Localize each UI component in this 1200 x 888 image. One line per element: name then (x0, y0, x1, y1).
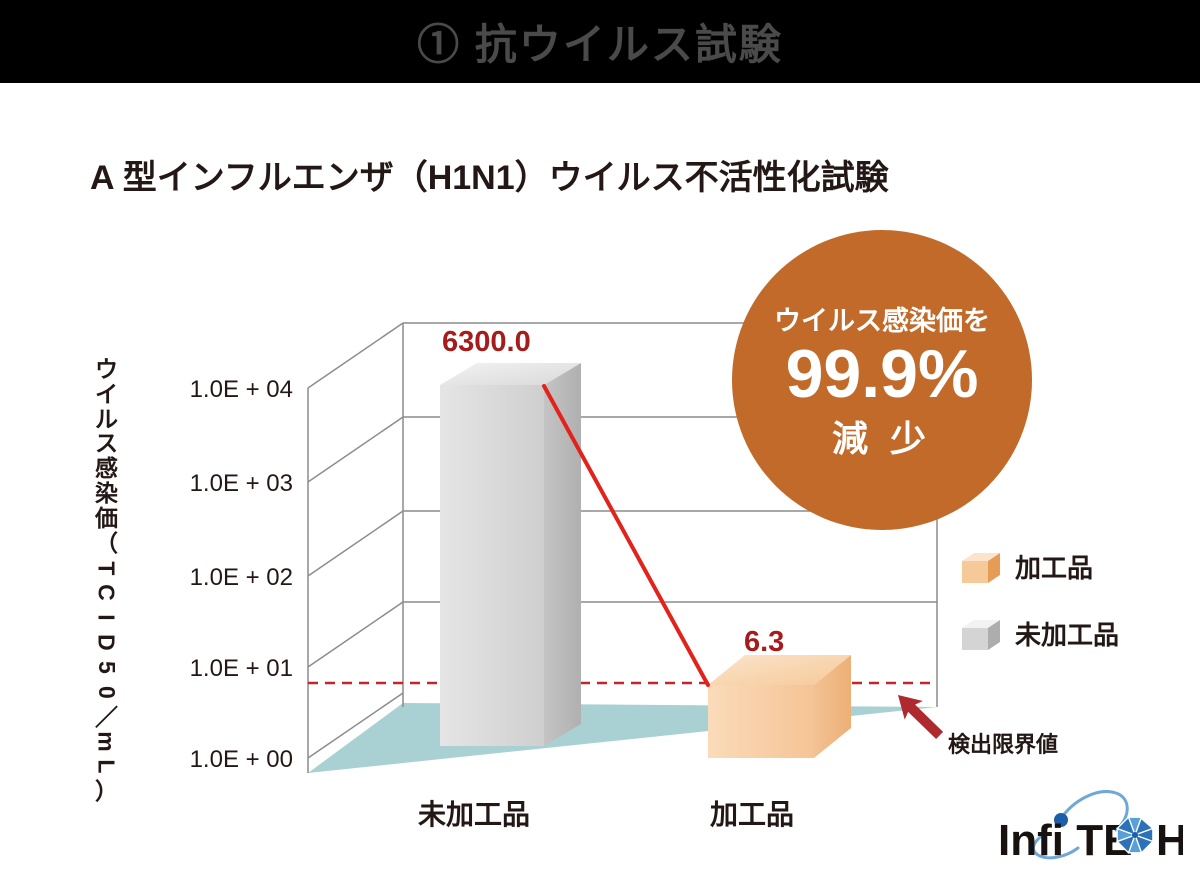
svg-text:H: H (1156, 816, 1183, 865)
svg-text:Infi TE: Infi TE (998, 816, 1132, 865)
